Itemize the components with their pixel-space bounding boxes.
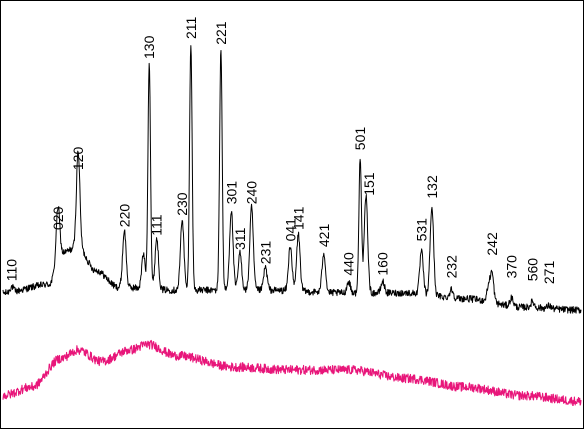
peak-label: 120 <box>70 147 86 171</box>
peak-label: 440 <box>341 252 357 276</box>
peak-label: 240 <box>244 181 260 205</box>
peak-label: 531 <box>414 218 430 242</box>
series-line-crystalline <box>2 45 582 314</box>
peak-label: 501 <box>352 127 368 151</box>
peak-label: 041 <box>282 218 298 242</box>
peak-label: 370 <box>504 255 520 279</box>
peak-label: 110 <box>4 259 20 282</box>
peak-label: 111 <box>149 214 165 235</box>
peak-label: 421 <box>316 224 332 248</box>
peak-label: 132 <box>424 175 440 199</box>
peak-label: 020 <box>50 206 66 230</box>
peak-label: 271 <box>541 261 557 285</box>
series-line-amorphous <box>2 339 582 407</box>
peak-label: 232 <box>444 255 460 279</box>
peak-label: 211 <box>183 16 199 39</box>
peak-label: 220 <box>116 204 132 228</box>
series-lines <box>2 45 582 407</box>
peak-label: 160 <box>375 252 391 276</box>
peak-label: 230 <box>174 192 190 216</box>
peak-label: 301 <box>223 181 239 205</box>
peak-label: 130 <box>141 35 157 59</box>
peak-label: 242 <box>484 232 500 256</box>
peak-label: 560 <box>524 258 540 282</box>
peak-label: 141 <box>290 206 306 230</box>
peak-label: 311 <box>232 227 248 250</box>
peak-labels: 110 020 120 220 130 111 230 211 221 301 311 240 231 0… <box>4 16 558 284</box>
peak-label: 221 <box>213 21 229 45</box>
peak-label: 231 <box>257 241 273 265</box>
peak-label: 151 <box>361 172 377 196</box>
